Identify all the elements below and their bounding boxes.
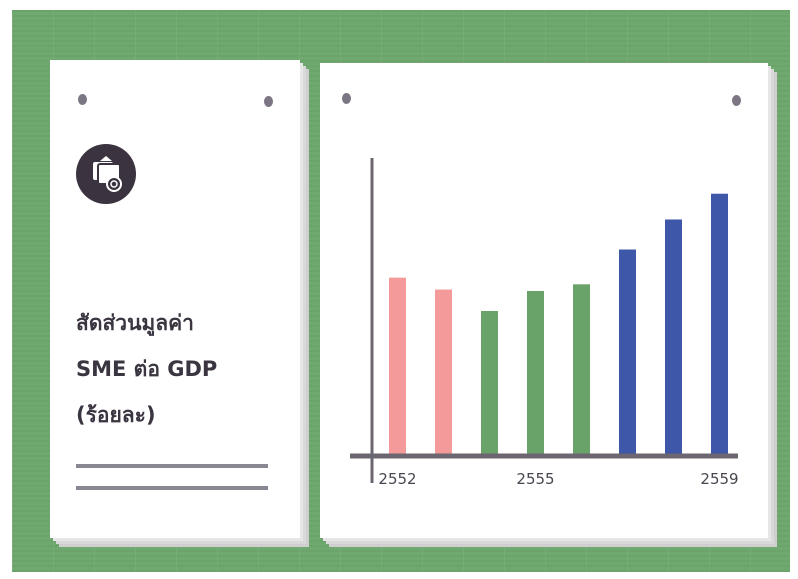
title-card: สัดส่วนมูลค่า SME ต่อ GDP (ร้อยละ) [50, 60, 300, 538]
pin-icon [732, 95, 741, 106]
bar-2557 [619, 249, 636, 454]
pin-icon [78, 94, 87, 105]
bar-2554 [481, 311, 498, 454]
bar-2556 [573, 284, 590, 454]
x-tick-label-2555: 2555 [516, 470, 554, 488]
x-tick-label-2559: 2559 [700, 470, 738, 488]
x-tick-label-2552: 2552 [378, 470, 416, 488]
divider-line [76, 464, 268, 468]
bar-2553 [435, 289, 452, 454]
green-board-background: สัดส่วนมูลค่า SME ต่อ GDP (ร้อยละ) 2552 2… [12, 10, 790, 572]
card-title-line-2: SME ต่อ GDP [76, 357, 218, 381]
divider-line [76, 486, 268, 490]
wallet-coin-icon [76, 144, 136, 204]
bar-2558 [665, 219, 682, 454]
bar-2552 [389, 277, 406, 454]
bar-2555 [527, 290, 544, 454]
card-title-line-3: (ร้อยละ) [76, 403, 156, 427]
pin-icon [264, 96, 273, 107]
bar-2559 [711, 193, 728, 455]
card-title: สัดส่วนมูลค่า SME ต่อ GDP (ร้อยละ) [76, 300, 217, 438]
card-title-line-1: สัดส่วนมูลค่า [76, 311, 194, 335]
bar-chart: 2552 2555 2559 [350, 158, 739, 488]
pin-icon [342, 93, 351, 104]
